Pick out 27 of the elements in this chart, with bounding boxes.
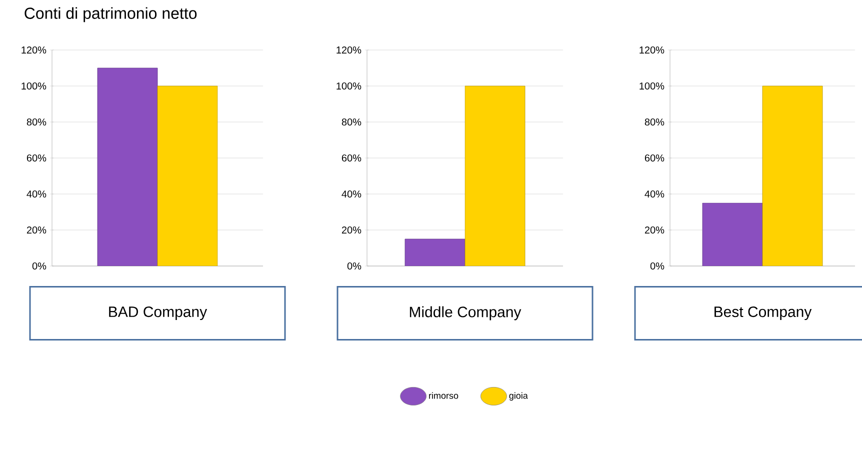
legend-label: rimorso [429,392,458,399]
chart-title: Conti di patrimonio netto [24,7,197,22]
y-tick-label: 40% [644,190,664,198]
y-tick-label: 0% [32,262,46,270]
y-tick-label: 100% [336,82,362,90]
y-tick-label: 120% [22,46,46,54]
y-tick-label: 40% [26,190,46,198]
y-tick-label: 80% [644,118,664,126]
y-tick-label: 20% [26,226,46,234]
y-tick-label: 80% [342,118,362,126]
y-tick-label: 60% [644,154,664,162]
y-tick-label: 0% [347,262,362,270]
y-tick-label: 20% [644,226,664,234]
y-tick-label: 100% [22,82,46,90]
y-tick-label: 40% [342,190,362,198]
y-tick-label: 60% [26,154,46,162]
y-tick-label: 120% [336,46,362,54]
x-tick-label: Best Company [714,306,812,320]
x-tick-label: Middle Company [410,306,522,320]
x-tick-label: BAD Company [109,306,208,320]
y-tick-label: 60% [342,154,362,162]
y-tick-label: 80% [26,118,46,126]
y-tick-label: 20% [342,226,362,234]
y-tick-label: 120% [640,46,664,54]
legend-label: gioia [509,392,528,401]
y-tick-label: 0% [650,262,664,270]
y-tick-label: 100% [640,82,664,90]
